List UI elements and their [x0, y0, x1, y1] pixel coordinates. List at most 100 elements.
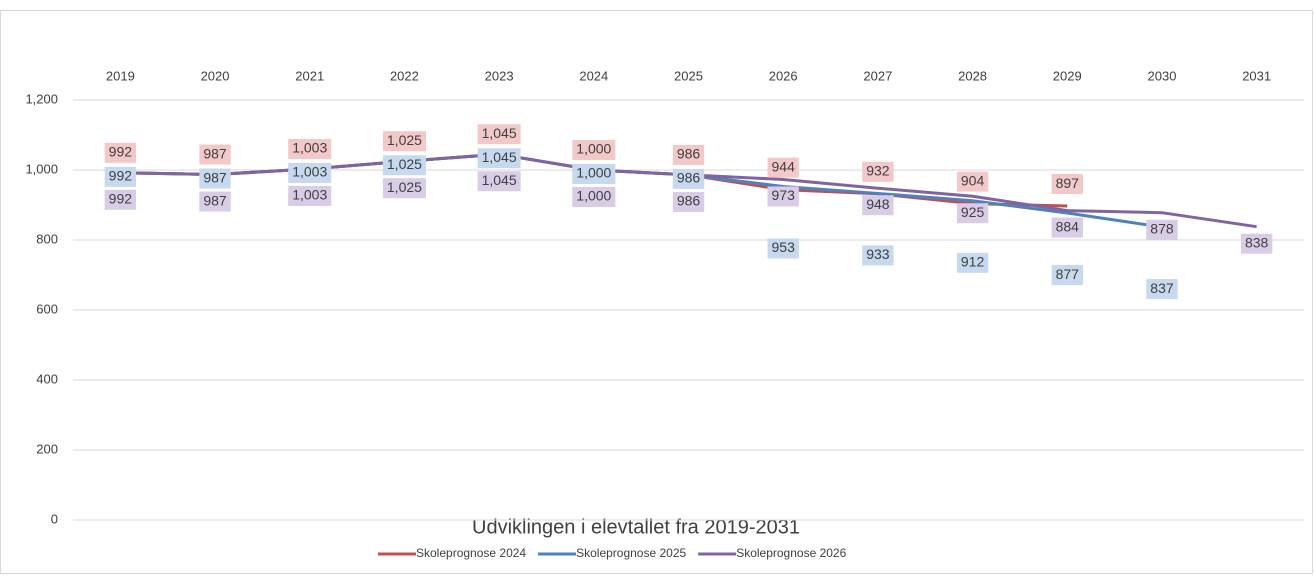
- x-tick-label: 2021: [295, 68, 324, 83]
- data-label-box: [956, 252, 989, 273]
- x-tick-label: 2031: [1242, 68, 1271, 83]
- data-label-text: 987: [203, 145, 227, 161]
- data-label-box: [767, 157, 799, 178]
- x-tick-label: 2023: [485, 68, 514, 83]
- data-label: 1,000: [572, 140, 616, 160]
- data-label-text: 912: [961, 254, 985, 270]
- data-label-text: 1,003: [292, 164, 327, 180]
- data-label-text: 992: [109, 191, 133, 207]
- data-label-box: [1240, 233, 1273, 254]
- data-label: 987: [199, 144, 231, 165]
- y-tick-label: 1,000: [25, 161, 58, 176]
- legend-label: Skoleprognose 2024: [416, 546, 526, 560]
- data-label-box: [862, 195, 894, 216]
- data-label-box: [862, 245, 894, 266]
- data-label-text: 897: [1056, 175, 1080, 191]
- x-tick-label: 2029: [1053, 68, 1082, 83]
- data-label-box: [199, 191, 231, 212]
- data-label-text: 933: [866, 246, 890, 262]
- x-tick-label: 2026: [769, 68, 798, 83]
- y-tick-label: 800: [36, 231, 58, 246]
- data-label-text: 837: [1150, 280, 1174, 296]
- data-label: 953: [767, 238, 799, 259]
- x-tick-label: 2028: [958, 68, 987, 83]
- data-label-text: 877: [1056, 266, 1080, 282]
- data-label-text: 932: [866, 163, 890, 179]
- data-label-text: 1,025: [387, 132, 422, 148]
- data-label-box: [477, 124, 521, 145]
- data-label-box: [862, 161, 894, 182]
- data-label-text: 1,045: [482, 172, 517, 188]
- data-label-box: [672, 144, 705, 165]
- data-label: 1,003: [288, 138, 332, 159]
- data-label: 912: [956, 252, 989, 273]
- data-label-box: [1146, 219, 1178, 240]
- x-tick-label: 2030: [1148, 68, 1177, 83]
- data-label-box: [1051, 174, 1083, 195]
- x-tick-label: 2025: [674, 68, 703, 83]
- data-label: 884: [1051, 217, 1083, 238]
- data-label: 1,025: [382, 155, 426, 176]
- data-label: 992: [104, 142, 137, 163]
- data-label-text: 925: [961, 204, 985, 220]
- data-label: 1,045: [477, 124, 521, 145]
- data-label-box: [104, 166, 137, 187]
- data-label-box: [104, 189, 137, 210]
- y-tick-label: 400: [36, 371, 58, 386]
- data-label: 1,000: [572, 187, 616, 207]
- data-label: 925: [956, 203, 989, 224]
- data-label-text: 1,000: [576, 141, 611, 157]
- data-label-text: 987: [203, 169, 227, 185]
- data-label-box: [104, 142, 137, 163]
- data-label-text: 992: [109, 168, 133, 184]
- data-label-text: 986: [677, 193, 701, 209]
- data-label-text: 973: [772, 187, 796, 203]
- data-label-text: 884: [1056, 218, 1080, 234]
- data-label-text: 904: [961, 172, 985, 188]
- data-label-box: [288, 185, 332, 206]
- data-label: 837: [1146, 279, 1178, 300]
- data-label-box: [199, 168, 231, 189]
- x-tick-label: 2019: [106, 68, 135, 83]
- data-label-text: 1,025: [387, 179, 422, 195]
- data-label-box: [288, 162, 332, 183]
- data-label: 987: [199, 191, 231, 212]
- data-label-box: [572, 187, 616, 207]
- data-label-text: 948: [866, 196, 890, 212]
- data-label-text: 1,003: [292, 140, 327, 156]
- data-label: 986: [672, 191, 705, 212]
- data-label: 1,000: [572, 164, 616, 184]
- data-label-text: 1,045: [482, 125, 517, 141]
- data-label: 986: [672, 144, 705, 165]
- data-label: 992: [104, 189, 137, 210]
- data-label: 992: [104, 166, 137, 187]
- data-label: 904: [956, 171, 989, 192]
- data-label: 1,025: [382, 131, 426, 152]
- data-label-box: [477, 171, 521, 192]
- y-tick-label: 200: [36, 441, 58, 456]
- y-tick-label: 600: [36, 301, 58, 316]
- data-label-box: [1051, 265, 1083, 286]
- data-label-box: [956, 171, 989, 192]
- data-label-text: 1,003: [292, 187, 327, 203]
- data-label: 1,025: [382, 178, 426, 199]
- data-label-text: 987: [203, 192, 227, 208]
- data-label: 878: [1146, 219, 1178, 240]
- x-tick-label: 2027: [863, 68, 892, 83]
- data-label-text: 986: [677, 170, 701, 186]
- data-label-box: [1146, 279, 1178, 300]
- x-tick-label: 2020: [201, 68, 230, 83]
- data-label-text: 1,000: [576, 165, 611, 181]
- data-label: 1,003: [288, 162, 332, 183]
- data-label-box: [382, 155, 426, 176]
- data-label-box: [1051, 217, 1083, 238]
- data-label-text: 1,045: [482, 149, 517, 165]
- chart-border: [0, 10, 1313, 574]
- x-tick-label: 2022: [390, 68, 419, 83]
- y-tick-label: 0: [51, 511, 58, 526]
- y-tick-label: 1,200: [25, 91, 58, 106]
- data-label: 877: [1051, 265, 1083, 286]
- data-label-text: 878: [1150, 220, 1174, 236]
- data-label-box: [672, 191, 705, 212]
- data-label: 948: [862, 195, 894, 216]
